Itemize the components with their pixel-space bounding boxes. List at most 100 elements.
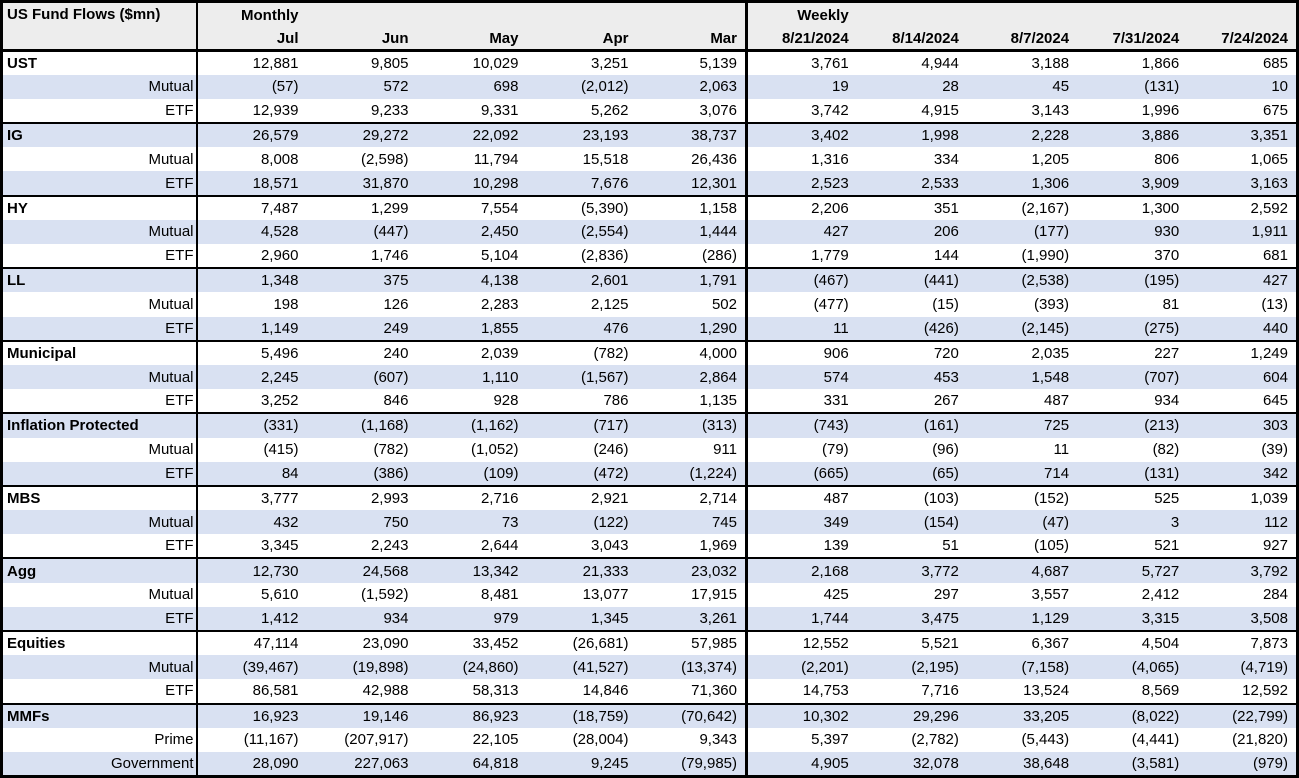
cell-weekly: 1,866: [1077, 49, 1188, 75]
cell-monthly: 126: [383, 295, 409, 313]
row-label-sub: ETF: [165, 247, 194, 265]
cell-monthly: 7,554: [416, 194, 527, 220]
cell-monthly: (18,759): [526, 702, 637, 728]
row-label-sub: Mutual: [148, 150, 194, 168]
cell-weekly: 303: [1187, 412, 1298, 438]
cell-monthly: 240: [306, 339, 417, 365]
cell-monthly: (122): [526, 510, 637, 535]
cell-weekly: 28: [856, 74, 967, 99]
cell-weekly: 927: [1262, 537, 1288, 555]
cell-weekly: 1,300: [1077, 194, 1188, 220]
cell-monthly: 7,487: [195, 194, 307, 220]
table-row: Prime (11,167) (207,917) 22,105 (28,004) 9,34…: [2, 727, 1298, 752]
cell-weekly: (39): [1261, 441, 1288, 459]
row-label-sub: Mutual: [1, 510, 197, 535]
cell-weekly: (152): [966, 484, 1078, 511]
row-label-sub: ETF: [1, 171, 197, 196]
cell-weekly: (2,195): [856, 655, 967, 680]
cell-monthly: (13,374): [636, 655, 747, 680]
cell-monthly: (79,985): [636, 751, 747, 777]
cell-weekly: 2,206: [744, 194, 857, 220]
cell-weekly: 487: [1044, 392, 1070, 410]
row-label-category: Equities: [1, 629, 197, 656]
cell-weekly: 1,996: [1141, 101, 1180, 119]
table-row: ETF 2,960 1,746 5,104 (2,836) (286) 1,779 144 (1…: [2, 244, 1298, 269]
cell-weekly: (1,990): [1021, 247, 1070, 265]
cell-weekly: 1,205: [1031, 150, 1070, 168]
cell-monthly: 10,029: [416, 49, 527, 75]
table-row: ETF 18,571 31,870 10,298 7,676 12,301 2,523 2,5…: [1, 171, 1298, 196]
cell-weekly: 11: [1053, 441, 1070, 459]
cell-weekly: 331: [744, 389, 857, 414]
cell-monthly: 3,252: [195, 389, 307, 414]
cell-weekly: 2,523: [744, 171, 857, 196]
cell-monthly: 502: [711, 295, 737, 313]
cell-monthly: 698: [416, 74, 527, 99]
cell-weekly: 38,648: [966, 751, 1078, 777]
cell-weekly: (979): [1187, 751, 1298, 777]
cell-monthly: 2,716: [416, 484, 527, 511]
cell-monthly: 1,290: [636, 316, 747, 341]
cell-monthly: 9,245: [526, 751, 637, 777]
monthly-group-spacer: [306, 1, 747, 29]
cell-monthly: 11,794: [473, 150, 519, 168]
cell-weekly: (105): [1034, 537, 1070, 555]
cell-monthly: 1,299: [306, 194, 417, 220]
table-row: ETF 1,412 934 979 1,345 3,261 1,744 3,475 1,129 3…: [1, 606, 1298, 631]
cell-weekly: (131): [1077, 461, 1188, 486]
column-header-monthly: May: [416, 28, 527, 52]
cell-weekly: (65): [856, 461, 967, 486]
row-label-sub: Mutual: [148, 441, 194, 459]
cell-weekly: (3,581): [1077, 751, 1188, 777]
table-row: Agg 12,730 24,568 13,342 21,333 23,032 2,168 3,…: [1, 557, 1298, 583]
cell-weekly: 5,727: [1077, 557, 1188, 583]
table-row: Mutual 8,008 (2,598) 11,794 15,518 26,436 1,31…: [2, 147, 1298, 172]
cell-monthly: (246): [593, 441, 629, 459]
table-row: Mutual 432 750 73 (122) 745 349 (154) (47) 3 112: [1, 510, 1298, 535]
header-group-row: US Fund Flows ($mn) Monthly Weekly: [1, 1, 1298, 52]
table-row: ETF 12,939 9,233 9,331 5,262 3,076 3,742 4,915 3…: [2, 98, 1298, 124]
row-label-sub: Prime: [154, 731, 194, 749]
cell-weekly: 206: [856, 219, 967, 244]
cell-weekly: 1,316: [744, 147, 857, 172]
cell-weekly: 1,998: [856, 122, 967, 148]
row-label-sub: Mutual: [148, 295, 194, 313]
cell-weekly: 1,039: [1187, 484, 1298, 511]
cell-weekly: (2,201): [744, 655, 857, 680]
cell-monthly: 3,345: [195, 534, 307, 559]
cell-monthly: 38,737: [636, 122, 747, 148]
cell-weekly: (161): [856, 412, 967, 438]
cell-monthly: 432: [195, 510, 307, 535]
row-label-category: IG: [1, 122, 197, 148]
cell-monthly: 5,104: [480, 247, 519, 265]
cell-weekly: 675: [1262, 101, 1288, 119]
table-row: ETF 84 (386) (109) (472) (1,224) (665) (65) 714(…: [1, 461, 1298, 486]
cell-monthly: (1,592): [360, 586, 409, 604]
column-header-monthly: Jul: [195, 28, 307, 52]
cell-monthly: (331): [195, 412, 307, 438]
cell-weekly: 5,397: [744, 727, 857, 752]
cell-weekly: 3,557: [1031, 586, 1070, 604]
cell-monthly: 227,063: [306, 751, 417, 777]
header-columns-row: Jul Jun May Apr Mar 8/21/2024 8/14/2024 8/7/202…: [2, 28, 1298, 52]
cell-monthly: 5,610: [195, 582, 307, 607]
column-header-weekly: 7/24/2024: [1187, 28, 1298, 52]
cell-weekly: 12,552: [744, 629, 857, 656]
cell-weekly: 227: [1077, 339, 1188, 365]
cell-monthly: (207,917): [344, 731, 409, 749]
cell-weekly: 11: [744, 316, 857, 341]
cell-weekly: 574: [744, 364, 857, 390]
cell-monthly: 21,333: [526, 557, 637, 583]
table-row: HY 7,487 1,299 7,554 (5,390) 1,158 2,206 351 (2,…: [1, 194, 1298, 220]
cell-monthly: 12,301: [636, 171, 747, 196]
cell-monthly: 2,450: [416, 219, 527, 244]
cell-monthly: (2,012): [526, 74, 637, 99]
cell-weekly: 681: [1262, 247, 1288, 265]
cell-monthly: (386): [306, 461, 417, 486]
cell-weekly: 342: [1187, 461, 1298, 486]
cell-weekly: 19: [744, 74, 857, 99]
cell-weekly: 4,504: [1077, 629, 1188, 656]
cell-weekly: 351: [856, 194, 967, 220]
cell-weekly: 3,772: [856, 557, 967, 583]
